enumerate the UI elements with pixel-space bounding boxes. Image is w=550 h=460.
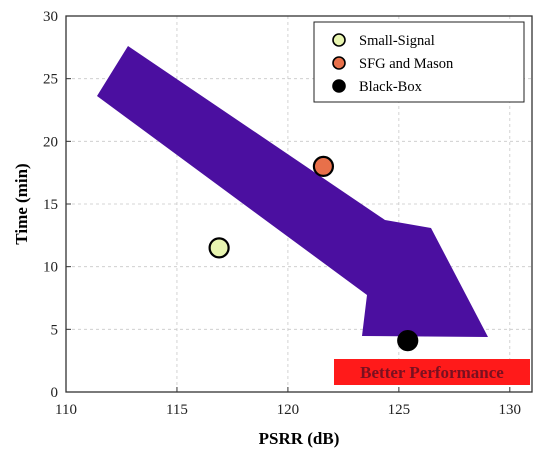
y-tick-label: 20 (43, 134, 58, 150)
legend-label: Black-Box (359, 79, 423, 95)
y-tick-label: 10 (43, 260, 58, 276)
legend-marker (332, 33, 346, 47)
y-tick-label: 5 (51, 322, 59, 338)
axis-ticks: 110 115 120 125 130 0 5 10 15 20 25 30 (43, 9, 521, 418)
data-point-sfg-and-mason (312, 155, 335, 177)
legend-marker (332, 79, 346, 93)
y-tick-label: 30 (43, 9, 58, 25)
arrow-shape (97, 46, 488, 337)
data-point-small-signal (208, 237, 230, 259)
data-point-black-box (397, 330, 419, 352)
y-tick-label: 0 (51, 385, 59, 401)
x-tick-label: 115 (166, 402, 188, 418)
better-performance-arrow (97, 46, 488, 337)
legend-label: SFG and Mason (359, 56, 454, 72)
x-tick-label: 110 (55, 402, 77, 418)
y-tick-label: 15 (43, 197, 58, 213)
legend-marker (332, 56, 346, 70)
callout-label: Better Performance (360, 363, 504, 382)
y-axis-title: Time (min) (12, 163, 31, 244)
data-points (208, 155, 419, 352)
x-axis-title: PSRR (dB) (259, 429, 340, 448)
x-tick-label: 130 (499, 402, 522, 418)
legend-box (313, 21, 525, 103)
better-performance-callout: Better Performance (334, 359, 530, 385)
callout-background (334, 359, 530, 385)
x-tick-label: 120 (277, 402, 300, 418)
y-tick-label: 25 (43, 72, 58, 88)
x-tick-label: 125 (388, 402, 411, 418)
legend-label: Small-Signal (359, 33, 435, 49)
legend: Small-Signal SFG and Mason Black-Box (313, 21, 525, 103)
